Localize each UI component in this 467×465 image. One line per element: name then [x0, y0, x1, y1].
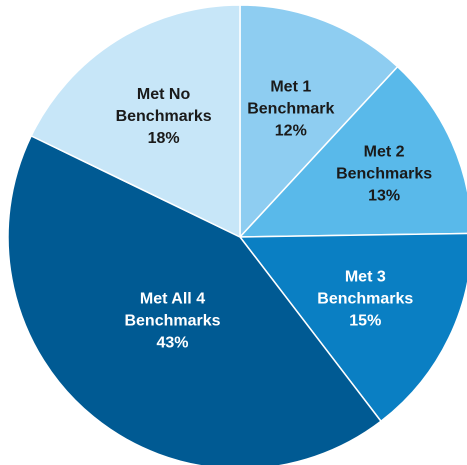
pie-slice-met-2-benchmarks — [239, 65, 467, 238]
slice-value-label: 18% — [148, 130, 180, 147]
slice-label-met-all-4-benchmarks: Met All 4 Benchmarks 43% — [124, 291, 220, 352]
slice-category-label: Benchmarks — [336, 166, 432, 183]
pie-slice-met-1-benchmark — [239, 4, 399, 238]
pie-slice-met-no-benchmarks — [30, 4, 241, 238]
slice-label-met-1-benchmark: Met 1 Benchmark 12% — [247, 78, 334, 139]
pie-slices — [7, 4, 467, 465]
pie-slice-met-all-4-benchmarks — [7, 135, 382, 465]
slice-category-label: Benchmark — [247, 100, 334, 117]
pie-labels: Met 1 Benchmark 12% Met 2 Benchmarks 13% Met 3… — [116, 78, 433, 351]
slice-value-label: 13% — [368, 188, 400, 205]
slice-category-label: Met 2 — [364, 144, 405, 161]
slice-category-label: Benchmarks — [317, 291, 413, 308]
slice-value-label: 15% — [349, 313, 381, 330]
slice-category-label: Met All 4 — [140, 291, 205, 308]
slice-value-label: 43% — [156, 335, 188, 352]
slice-category-label: Met 3 — [345, 269, 386, 286]
slice-category-label: Benchmarks — [124, 313, 220, 330]
slice-label-met-3-benchmarks: Met 3 Benchmarks 15% — [317, 269, 413, 330]
slice-label-met-no-benchmarks: Met No Benchmarks 18% — [116, 86, 212, 147]
slice-category-label: Met No — [137, 86, 191, 103]
slice-label-met-2-benchmarks: Met 2 Benchmarks 13% — [336, 144, 432, 205]
slice-category-label: Benchmarks — [116, 108, 212, 125]
pie-slice-met-3-benchmarks — [239, 232, 467, 422]
slice-category-label: Met 1 — [270, 78, 311, 95]
slice-value-label: 12% — [275, 122, 307, 139]
